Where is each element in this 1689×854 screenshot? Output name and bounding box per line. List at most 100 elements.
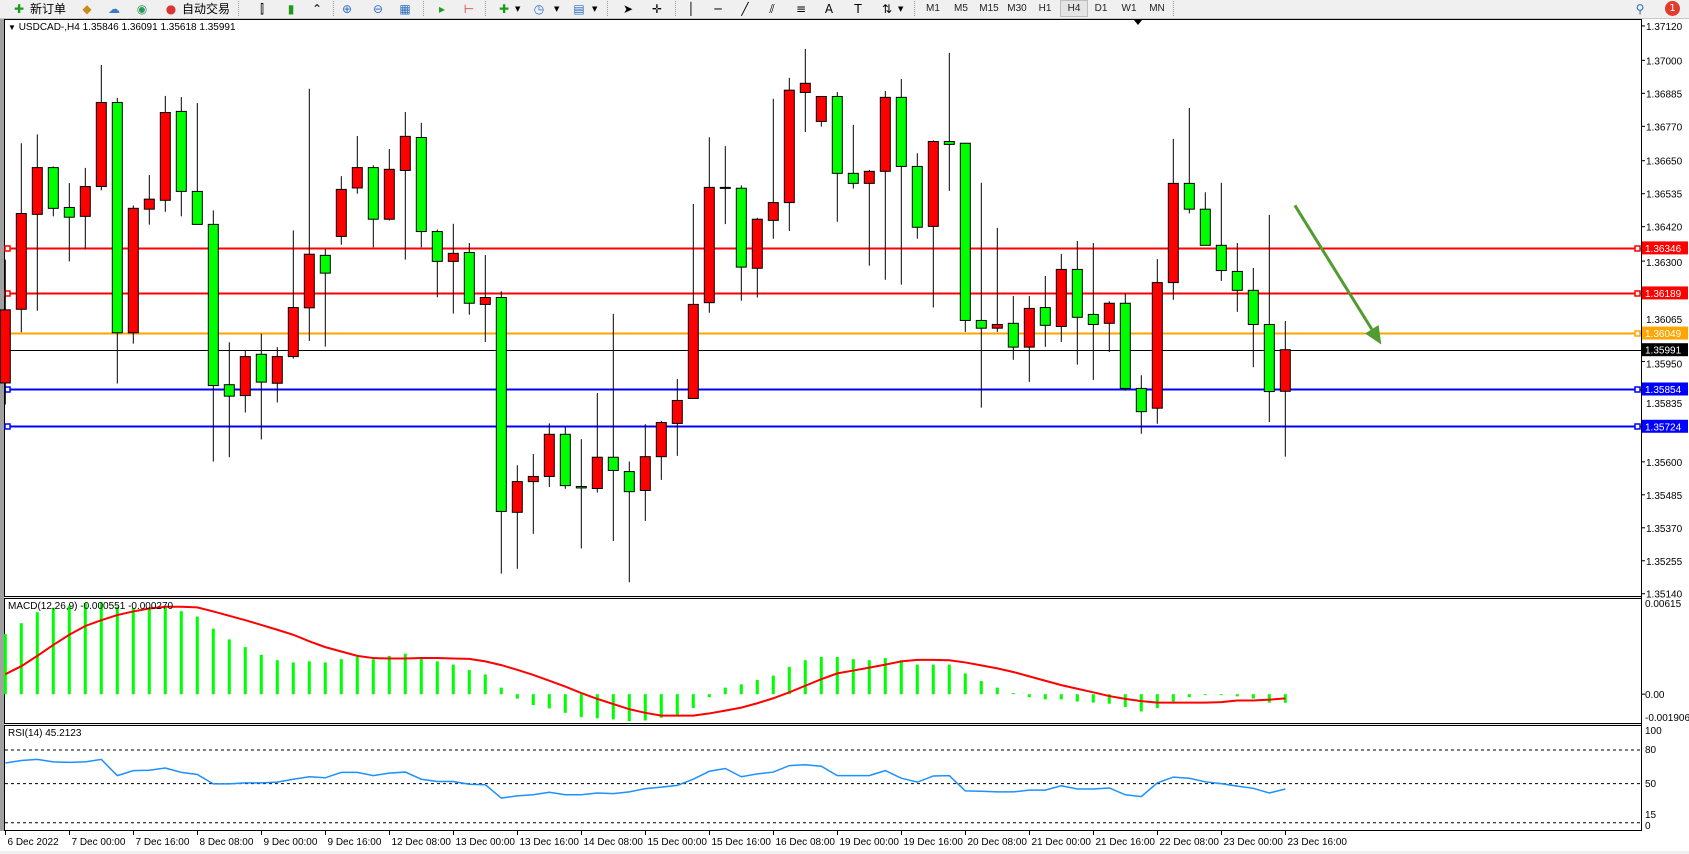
market-watch-icon[interactable]: ◆ xyxy=(82,2,92,16)
search-icon[interactable]: ⚲ xyxy=(1635,2,1645,16)
auto-trading-button[interactable]: 自动交易 xyxy=(182,2,231,16)
macd-histogram-bar xyxy=(1075,694,1079,702)
timeframe-h1[interactable]: H1 xyxy=(1038,3,1052,14)
candle xyxy=(79,167,91,250)
macd-histogram-bar xyxy=(435,661,439,695)
timeframe-w1[interactable]: W1 xyxy=(1121,3,1137,14)
level-handle-left[interactable] xyxy=(4,245,11,252)
text-icon[interactable]: A xyxy=(824,2,834,16)
candle xyxy=(879,91,891,280)
macd-histogram-bar xyxy=(643,694,647,721)
zoom-out-icon[interactable]: ⊖ xyxy=(372,2,384,16)
bull-candle-body xyxy=(1151,282,1163,409)
price-level-label-box xyxy=(1642,286,1688,300)
toolbar-separator xyxy=(423,1,425,16)
time-tick-label: 6 Dec 2022 xyxy=(8,837,60,848)
bear-candle-body xyxy=(175,110,187,192)
bull-candle-body xyxy=(447,252,459,262)
line-chart-icon[interactable]: ⌃ xyxy=(311,2,323,16)
timeframe-h4[interactable]: H4 xyxy=(1060,0,1088,17)
chart-shift-marker-icon[interactable] xyxy=(1134,20,1142,25)
arrows-icon[interactable]: ⇅ xyxy=(881,2,893,16)
macd-histogram-bar xyxy=(627,694,631,722)
candlestick-icon[interactable]: ▮ xyxy=(287,2,295,16)
new-order-button[interactable]: 新订单 xyxy=(30,2,67,16)
horizontal-line-icon[interactable]: ─ xyxy=(714,2,722,16)
bull-candle-body xyxy=(671,399,683,424)
arrows-dropdown-icon[interactable]: ▼ xyxy=(898,5,904,13)
toolbar-separator xyxy=(485,1,487,16)
time-tick-label: 9 Dec 00:00 xyxy=(264,837,318,848)
bull-candle-body xyxy=(1023,307,1035,348)
cursor-icon[interactable]: ➤ xyxy=(622,2,634,16)
timeframe-m30[interactable]: M30 xyxy=(1007,3,1027,14)
timeframe-m1[interactable]: M1 xyxy=(926,3,940,14)
cloud-icon[interactable]: ☁ xyxy=(108,2,120,16)
periods-icon[interactable]: ◷ xyxy=(533,2,545,16)
trendline-icon[interactable]: ╱ xyxy=(741,2,749,16)
auto-trading-icon[interactable]: ● xyxy=(165,2,177,16)
bull-candle-body xyxy=(159,112,171,201)
equidistant-channel-icon[interactable]: ⫽ xyxy=(769,2,775,16)
indicators-icon[interactable]: ✚ xyxy=(498,2,510,16)
chart-shift-icon[interactable]: ⊢ xyxy=(463,2,475,16)
bull-candle-body xyxy=(335,188,347,237)
candle xyxy=(1007,296,1019,360)
notification-icon[interactable]: 1 xyxy=(1665,1,1680,16)
tile-windows-icon[interactable]: ▦ xyxy=(399,2,411,16)
price-tick-label: 1.35370 xyxy=(1646,524,1683,535)
macd-histogram-bar xyxy=(755,679,759,695)
fibonacci-icon[interactable]: ≡ xyxy=(795,2,807,16)
bear-candle-body xyxy=(223,384,235,397)
bear-candle-body xyxy=(431,231,443,262)
text-label-icon[interactable]: T xyxy=(854,2,862,16)
timeframe-m5[interactable]: M5 xyxy=(954,3,968,14)
auto-scroll-icon[interactable]: ▸ xyxy=(438,2,446,16)
bear-candle-body xyxy=(191,190,203,225)
down-arrow-annotation[interactable] xyxy=(1293,204,1374,331)
time-tick-label: 8 Dec 08:00 xyxy=(200,837,254,848)
time-tick-label: 21 Dec 16:00 xyxy=(1096,837,1156,848)
rsi-pane[interactable] xyxy=(4,725,1642,831)
indicators-dropdown-icon[interactable]: ▼ xyxy=(515,5,521,13)
bull-candle-body xyxy=(31,167,43,215)
arrow-head-icon[interactable] xyxy=(1365,325,1382,345)
level-handle-right[interactable] xyxy=(1634,245,1641,252)
level-handle-left[interactable] xyxy=(4,423,11,430)
candle xyxy=(799,48,811,133)
new-order-icon[interactable]: ✚ xyxy=(13,2,25,16)
zoom-in-icon[interactable]: ⊕ xyxy=(341,2,353,16)
macd-histogram-bar xyxy=(499,687,503,695)
templates-icon[interactable]: ▤ xyxy=(573,2,585,16)
macd-histogram-bar xyxy=(243,647,247,695)
candle xyxy=(463,243,475,315)
candle xyxy=(415,122,427,248)
candle xyxy=(1087,243,1099,380)
level-handle-right[interactable] xyxy=(1634,423,1641,430)
timeframe-d1[interactable]: D1 xyxy=(1094,3,1108,14)
candle xyxy=(1247,267,1259,368)
bull-candle-body xyxy=(143,198,155,210)
candle xyxy=(1023,296,1035,382)
macd-histogram-bar xyxy=(179,611,183,695)
templates-dropdown-icon[interactable]: ▼ xyxy=(592,5,598,13)
chart-menu-icon[interactable]: ▼ xyxy=(8,23,16,32)
signals-icon[interactable]: ◉ xyxy=(136,2,148,16)
level-handle-right[interactable] xyxy=(1634,330,1641,337)
price-level-label: 1.36189 xyxy=(1645,289,1682,300)
bull-candle-body xyxy=(815,95,827,122)
level-handle-right[interactable] xyxy=(1634,386,1641,393)
crosshair-icon[interactable]: ✛ xyxy=(651,2,663,16)
timeframe-mn[interactable]: MN xyxy=(1149,3,1165,14)
vertical-line-icon[interactable]: │ xyxy=(687,2,695,16)
chart-window[interactable]: 1.37120 1.37000 1.36885 1.36770 1.36650 1.365… xyxy=(0,19,1689,854)
candle xyxy=(47,166,59,217)
periods-dropdown-icon[interactable]: ▼ xyxy=(554,5,560,13)
macd-histogram-bar xyxy=(291,662,295,695)
macd-pane[interactable] xyxy=(4,598,1642,724)
bull-candle-body xyxy=(15,212,27,310)
bar-chart-icon[interactable]: ⫿ xyxy=(260,2,264,16)
timeframe-m15[interactable]: M15 xyxy=(979,3,999,14)
macd-histogram-bar xyxy=(163,607,167,695)
level-handle-right[interactable] xyxy=(1634,290,1641,297)
